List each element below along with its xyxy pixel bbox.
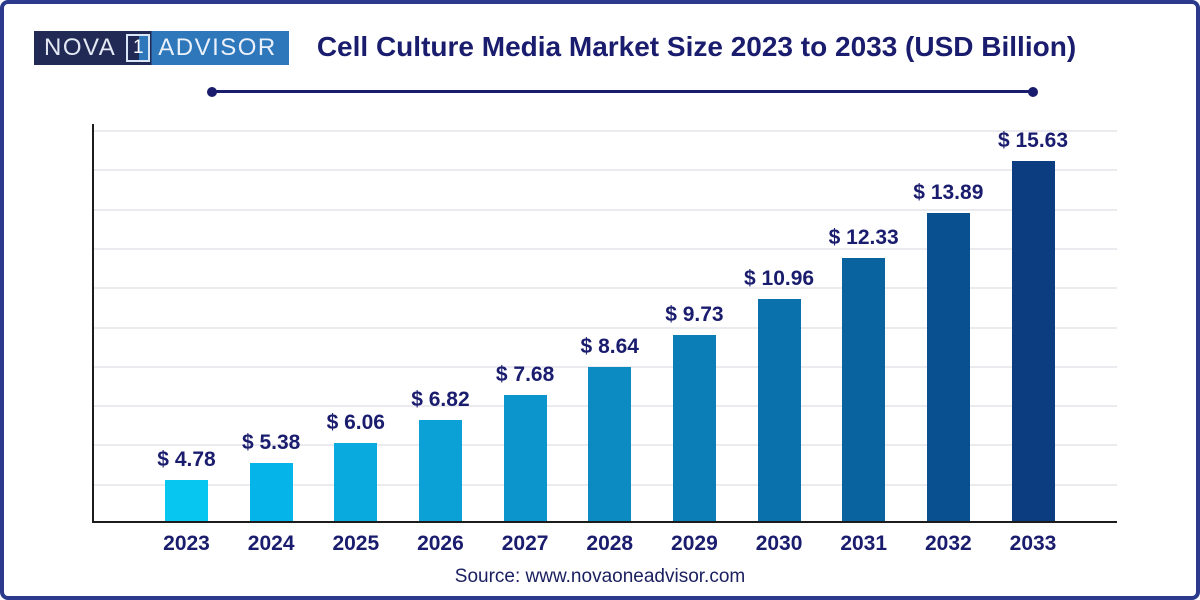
- x-axis-label-2032: 2032: [924, 532, 972, 555]
- x-axis-label-2025: 2025: [332, 532, 380, 555]
- bar-value-label-2033: $ 15.63: [997, 129, 1069, 152]
- brand-logo-one-box: 1: [126, 34, 151, 62]
- bar-2028: [588, 367, 632, 521]
- gridline: [94, 326, 1117, 329]
- gridline: [94, 287, 1117, 290]
- bar-2031: [842, 258, 886, 521]
- bar-chart-plot-area: $ 4.78 $ 5.38 $ 6.06 $ 6.82 $ 7.68 $ 8.64 $ 9.…: [92, 124, 1117, 555]
- bar-2030: [757, 299, 801, 521]
- gridline: [94, 247, 1117, 250]
- brand-logo: NOVA 1 ADVISOR: [34, 31, 289, 65]
- x-axis-label-2024: 2024: [247, 532, 295, 555]
- bar-2033: [1011, 161, 1055, 521]
- x-axis-label-2030: 2030: [755, 532, 803, 555]
- x-axis-label-2029: 2029: [671, 532, 718, 555]
- bar-value-label-2024: $ 5.38: [241, 431, 301, 454]
- x-axis-label-2026: 2026: [417, 532, 464, 555]
- brand-logo-advisor: ADVISOR: [158, 34, 277, 61]
- bar-value-label-2031: $ 12.33: [828, 226, 899, 249]
- bar-2029: [672, 335, 716, 521]
- source-attribution: Source: www.novaoneadvisor.com: [454, 566, 746, 587]
- gridline: [94, 169, 1117, 172]
- bar-value-label-2030: $ 10.96: [744, 267, 815, 290]
- bar-2024: [249, 463, 293, 521]
- x-axis-label-2028: 2028: [586, 532, 634, 555]
- bar-value-label-2027: $ 7.68: [495, 363, 555, 386]
- gridline: [94, 365, 1117, 368]
- y-axis-line: [92, 124, 94, 523]
- bar-value-label-2023: $ 4.78: [157, 448, 216, 471]
- bar-value-label-2025: $ 6.06: [326, 411, 385, 434]
- bar-2032: [926, 213, 970, 521]
- x-axis-label-2027: 2027: [501, 532, 549, 555]
- x-axis-line: [92, 521, 1117, 523]
- gridline: [94, 208, 1117, 211]
- bar-value-label-2028: $ 8.64: [580, 335, 639, 358]
- title-underline-rule: [207, 86, 1038, 97]
- bar-value-label-2032: $ 13.89: [913, 181, 984, 204]
- x-axis-label-2023: 2023: [163, 532, 210, 555]
- bar-value-label-2026: $ 6.82: [411, 388, 470, 411]
- bar-value-label-2029: $ 9.73: [665, 303, 724, 326]
- x-axis-label-2031: 2031: [840, 532, 888, 555]
- brand-logo-nova: NOVA: [44, 34, 117, 61]
- chart-title: Cell Culture Media Market Size 2023 to 2…: [316, 31, 1077, 62]
- bar-2026: [418, 420, 462, 521]
- bar-2025: [334, 443, 378, 521]
- gridline: [94, 130, 1117, 132]
- bar-2023: [165, 480, 208, 521]
- bar-2027: [503, 395, 547, 521]
- x-axis-label-2033: 2033: [1009, 532, 1057, 555]
